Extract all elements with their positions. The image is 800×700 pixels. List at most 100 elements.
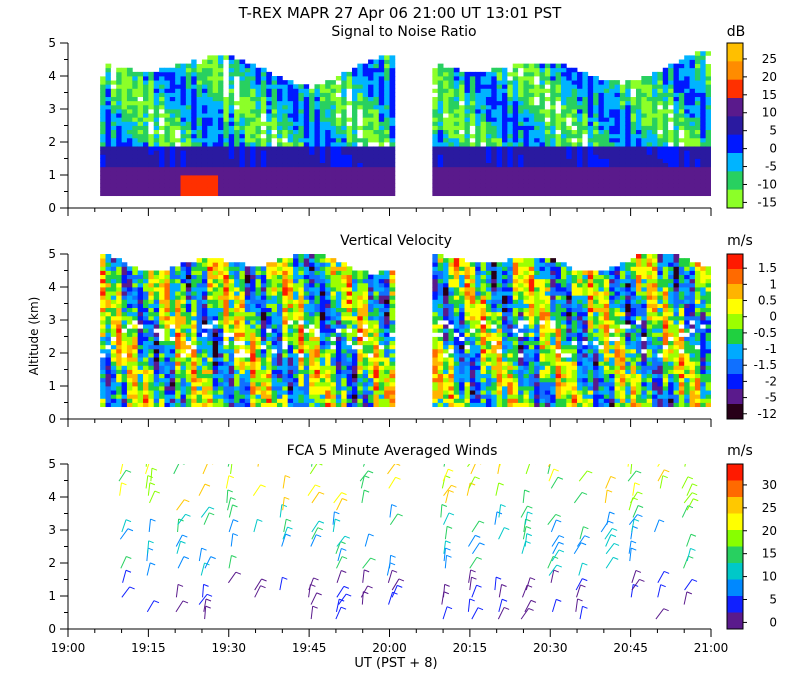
heatmap-cell (668, 104, 674, 110)
heatmap-cell (116, 357, 122, 362)
heatmap-cell (159, 175, 165, 180)
heatmap-cell (491, 113, 498, 118)
heatmap-cell (668, 191, 674, 197)
heatmap-cell (373, 137, 380, 143)
heatmap-cell (201, 121, 208, 126)
heatmap-cell (116, 142, 122, 147)
heatmap-cell (169, 166, 176, 172)
heatmap-cell (169, 324, 176, 329)
heatmap-cell (303, 274, 310, 280)
heatmap-cell (164, 187, 171, 192)
heatmap-cell (502, 150, 508, 155)
heatmap-cell (100, 162, 106, 168)
heatmap-cell (260, 175, 267, 180)
heatmap-cell (555, 80, 562, 85)
heatmap-cell (276, 270, 283, 276)
heatmap-cell (212, 262, 219, 267)
heatmap-cell (143, 274, 149, 280)
heatmap-cell (244, 63, 251, 69)
heatmap-cell (668, 170, 674, 176)
heatmap-cell (560, 137, 567, 143)
heatmap-cell (309, 142, 315, 147)
heatmap-cell (169, 348, 176, 354)
heatmap-cell (164, 154, 171, 159)
heatmap-cell (175, 121, 181, 126)
heatmap-cell (169, 377, 176, 383)
heatmap-cell (539, 84, 546, 89)
heatmap-cell (223, 113, 230, 118)
heatmap-cell (191, 381, 197, 387)
heatmap-cell (566, 175, 573, 180)
heatmap-cell (544, 146, 551, 151)
heatmap-cell (239, 394, 246, 399)
heatmap-cell (528, 113, 535, 118)
heatmap-cell (196, 137, 203, 143)
heatmap-cell (619, 84, 626, 89)
heatmap-cell (271, 262, 278, 267)
heatmap-cell (303, 179, 310, 184)
heatmap-cell (185, 80, 192, 85)
heatmap-cell (319, 113, 326, 118)
heatmap-cell (271, 357, 278, 362)
heatmap-cell (689, 133, 696, 139)
heatmap-cell (657, 96, 664, 102)
heatmap-cell (287, 129, 294, 135)
heatmap-cell (518, 150, 524, 155)
heatmap-cell (346, 166, 353, 172)
heatmap-cell (191, 266, 197, 271)
heatmap-cell (266, 311, 273, 317)
heatmap-cell (555, 100, 562, 106)
heatmap-cell (598, 166, 605, 172)
heatmap-cell (185, 113, 192, 118)
heatmap-cell (550, 129, 557, 135)
heatmap-cell (432, 191, 439, 197)
heatmap-cell (169, 353, 176, 358)
heatmap-cell (164, 328, 171, 333)
heatmap-cell (368, 59, 374, 65)
heatmap-cell (298, 295, 305, 300)
heatmap-cell (110, 170, 117, 176)
heatmap-cell (250, 270, 256, 276)
heatmap-cell (341, 137, 348, 143)
heatmap-cell (137, 129, 144, 135)
heatmap-cell (293, 369, 299, 375)
heatmap-cell (271, 324, 278, 329)
heatmap-cell (276, 291, 283, 296)
heatmap-cell (191, 170, 197, 176)
heatmap-cell (619, 96, 626, 102)
heatmap-cell (571, 191, 578, 197)
heatmap-cell (571, 125, 578, 131)
heatmap-cell (223, 274, 230, 280)
heatmap-cell (582, 146, 589, 151)
heatmap-cell (534, 166, 540, 172)
heatmap-cell (143, 80, 149, 85)
heatmap-cell (175, 373, 181, 379)
heatmap-cell (207, 373, 214, 379)
heatmap-cell (255, 402, 262, 408)
heatmap-cell (260, 121, 267, 126)
heatmap-cell (528, 117, 535, 122)
heatmap-cell (635, 191, 642, 197)
heatmap-cell (571, 187, 578, 192)
heatmap-cell (121, 328, 128, 333)
heatmap-cell (105, 137, 112, 143)
heatmap-cell (335, 129, 342, 135)
heatmap-cell (191, 353, 197, 358)
heatmap-cell (239, 386, 246, 391)
heatmap-cell (678, 76, 685, 81)
heatmap-cell (491, 191, 498, 197)
heatmap-cell (319, 295, 326, 300)
heatmap-cell (491, 92, 498, 98)
heatmap-cell (185, 183, 192, 188)
heatmap-cell (330, 340, 337, 346)
heatmap-cell (518, 80, 524, 85)
heatmap-cell (191, 340, 197, 346)
heatmap-cell (593, 88, 599, 93)
heatmap-cell (250, 175, 256, 180)
heatmap-cell (437, 154, 444, 159)
heatmap-cell (485, 109, 492, 114)
heatmap-cell (234, 324, 240, 329)
heatmap-cell (153, 100, 160, 106)
heatmap-cell (625, 92, 632, 98)
heatmap-cell (110, 373, 117, 379)
